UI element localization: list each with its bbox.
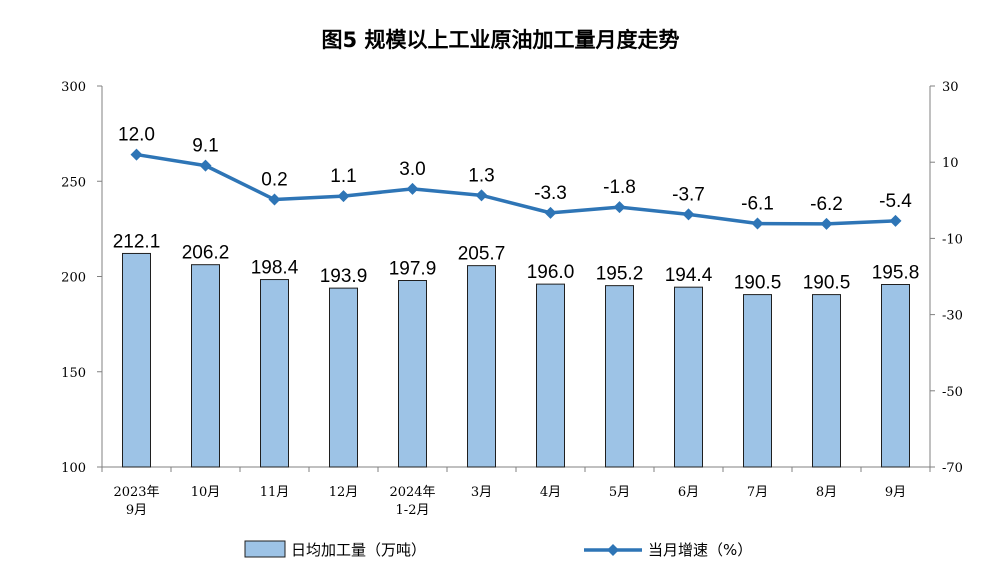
x-tick-label: 2024年 [389,485,435,500]
x-tick-label: 12月 [329,485,359,500]
legend-line-marker [607,544,619,556]
bar-data-label: 196.0 [527,262,575,283]
line-data-label: -3.3 [534,183,567,204]
line-data-label: -1.8 [603,177,636,198]
line-point [268,193,281,206]
bar-data-label: 193.9 [320,266,368,287]
x-tick-label: 3月 [471,485,492,500]
line-data-label: 1.3 [468,165,494,186]
x-tick-label: 10月 [191,485,221,500]
line-data-label: 3.0 [399,159,425,180]
right-tick-label: -70 [942,461,963,476]
right-tick-label: -30 [942,309,963,324]
legend-line-label: 当月增速（%） [648,541,752,559]
bar [536,283,565,468]
bar-data-label: 190.5 [734,273,782,294]
bar-data-label: 190.5 [803,273,851,294]
line-point [889,214,902,227]
line-point [820,217,833,230]
x-tick-label: 9月 [126,503,147,518]
left-tick-label: 150 [61,366,86,381]
legend-bar-label: 日均加工量（万吨） [291,541,426,559]
line-data-label: 0.2 [261,170,287,191]
chart-title: 图5 规模以上工业原油加工量月度走势 [321,28,680,52]
line-data-label: 1.1 [330,166,356,187]
line-data-label: 12.0 [118,125,155,146]
bar [260,279,289,468]
line-data-label: -3.7 [672,184,705,205]
x-tick-label: 8月 [816,485,837,500]
x-tick-label: 1-2月 [396,503,430,518]
bars [122,252,910,468]
line-point [199,159,212,172]
bar [122,252,151,468]
right-tick-label: -10 [942,232,963,247]
x-tick-label: 7月 [747,485,768,500]
line-point [337,190,350,203]
left-tick-label: 300 [61,80,86,95]
right-tick-label: 10 [942,156,959,171]
bar-data-label: 197.9 [389,259,437,280]
line-data-label: -6.2 [810,194,843,215]
bar [191,264,220,468]
line-point [751,217,764,230]
line-point [475,189,488,202]
x-tick-label: 9月 [885,485,906,500]
bar-data-label: 194.4 [665,265,713,286]
bar [398,280,427,468]
bar [881,284,910,468]
data-labels: 212.1 206.2 198.4 193.9 197.9 205.7 196.0 195.2… [113,125,920,294]
growth-line-path [136,152,896,226]
legend: 日均加工量（万吨） 当月增速（%） [244,540,752,559]
bar [743,294,772,468]
x-tick-label: 2023年 [113,485,159,500]
left-tick-label: 250 [61,175,86,190]
line-point [682,208,695,221]
right-tick-label: -50 [942,385,963,400]
growth-line [130,148,902,230]
bar-data-label: 198.4 [251,258,299,279]
bar-data-label: 212.1 [113,231,161,252]
bar-data-label: 195.2 [596,264,644,285]
line-point [406,182,419,195]
line-data-label: -5.4 [879,191,912,212]
line-data-label: 9.1 [192,136,218,157]
legend-bar-swatch [244,540,286,558]
bar [329,287,358,468]
axes: 300 250 200 150 100 30 10 -10 -30 -50 -70 2023年 9月 10… [61,80,963,518]
bar-data-label: 205.7 [458,244,506,265]
bar-data-label: 206.2 [182,243,230,264]
line-data-label: -6.1 [741,194,774,215]
bar [467,265,496,468]
line-point [544,206,557,219]
x-tick-label: 5月 [609,485,630,500]
x-tick-label: 6月 [678,485,699,500]
line-point [130,148,143,161]
bar-data-label: 195.8 [872,263,920,284]
x-tick-label: 4月 [540,485,561,500]
left-tick-label: 200 [61,271,86,286]
bar [812,294,841,468]
right-tick-label: 30 [942,80,959,95]
line-point [613,201,626,214]
bar [674,286,703,468]
left-tick-label: 100 [61,461,86,476]
bar [605,285,634,468]
x-tick-label: 11月 [260,485,290,500]
